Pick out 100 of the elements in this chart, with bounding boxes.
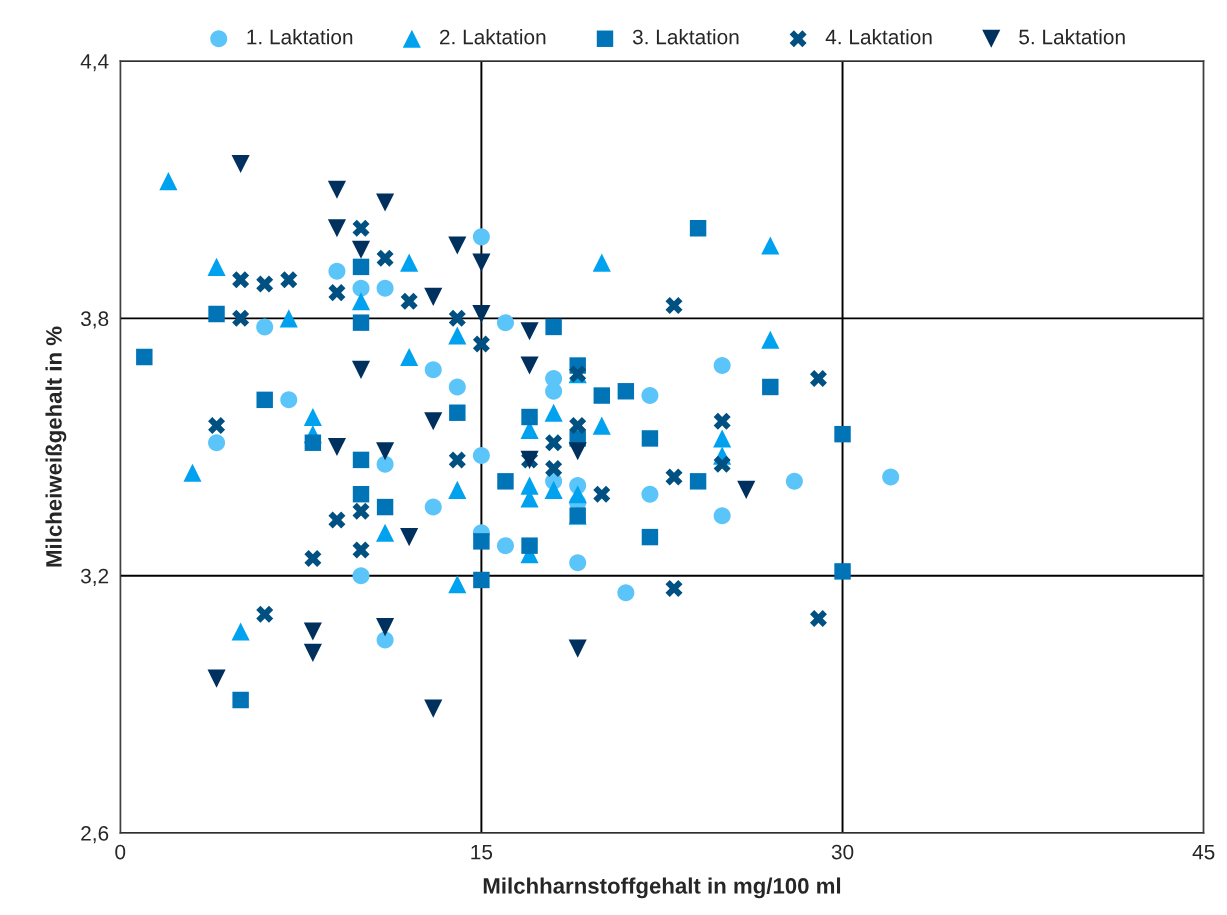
point [641,387,659,405]
point [473,533,490,550]
y-tick-label: 3,2 [80,568,109,586]
point [207,669,226,688]
point [545,434,563,452]
point [351,292,371,311]
point [376,442,395,461]
point [327,180,346,199]
point [328,511,346,529]
point [568,485,587,504]
point [424,699,443,718]
y-tick-label: 3,8 [80,311,109,329]
point [472,447,490,465]
point [713,455,731,473]
point [497,473,514,490]
point [327,437,346,457]
point [809,610,827,628]
y-tick-label: 2,6 [81,826,109,844]
point [352,567,370,585]
point [232,271,250,289]
y-axis-title: Milcheiweißgehalt in % [45,326,67,567]
legend-label: 4. Laktation [825,29,932,45]
point [256,391,273,409]
legend-label: 1. Laktation [247,29,353,45]
legend-label: 3. Laktation [632,29,739,45]
point [256,605,274,623]
point [520,356,539,375]
point [448,309,466,327]
legend-label: 2. Laktation [439,29,546,45]
point [376,193,395,212]
point [569,417,587,435]
point [231,622,250,641]
point [496,314,514,332]
point [448,326,467,345]
point [232,691,249,709]
point [713,429,732,448]
point [327,219,346,238]
point [617,383,635,400]
point [352,541,370,559]
point [665,468,683,486]
point [834,563,851,580]
point [136,348,153,366]
point [472,305,491,324]
point [448,575,467,594]
point [376,279,394,297]
point [352,279,370,297]
point [424,361,442,379]
point [809,369,827,387]
point [376,523,395,542]
point [376,249,394,267]
point [762,378,779,396]
point [593,387,610,404]
point [352,314,370,331]
point [568,442,587,461]
point [568,639,587,658]
x-tick-label: 45 [1192,844,1215,860]
point [473,571,490,589]
point [472,335,490,353]
point [207,257,226,276]
point [448,378,466,396]
point [448,480,467,499]
point [496,537,514,555]
point [424,287,443,306]
point [785,472,803,490]
point [882,468,900,486]
point [352,485,370,503]
point [521,408,538,426]
y-tick-label: 4,4 [80,54,109,72]
point [521,537,538,554]
point [592,416,611,435]
x-tick-label: 15 [471,844,493,860]
point [689,473,707,490]
legend-label: 5. Laktation [1019,29,1125,45]
point [592,253,611,272]
point [304,550,322,568]
point [713,507,731,525]
point [303,407,322,427]
point [448,451,466,469]
point [569,554,587,572]
point [424,412,443,431]
point [376,631,394,649]
point [400,253,419,272]
point [279,309,298,328]
point [472,253,491,272]
point [159,172,178,191]
point [520,322,539,341]
point [713,412,731,430]
point [352,219,370,237]
point [352,451,370,469]
point [641,485,659,503]
point [351,240,371,259]
point [689,220,707,237]
point [352,258,370,276]
point [424,498,442,516]
point [376,498,394,516]
point [448,236,467,255]
point [303,643,322,662]
point [303,622,322,641]
point [351,360,371,379]
point [834,425,851,443]
